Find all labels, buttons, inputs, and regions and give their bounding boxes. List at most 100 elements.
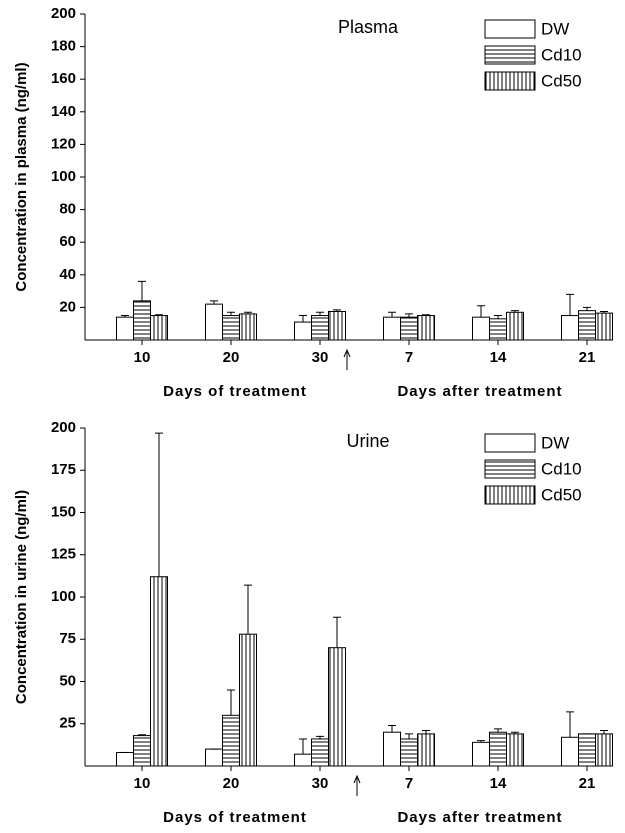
x-tick-label: 10 — [134, 775, 151, 792]
y-axis-title: Concentration in plasma (ng/ml) — [13, 62, 30, 291]
x-tick-label: 14 — [490, 775, 507, 792]
bar — [383, 731, 401, 767]
y-tick-label: 60 — [59, 233, 76, 250]
y-tick-label: 200 — [51, 5, 76, 22]
legend-swatch — [484, 433, 536, 453]
error-bar — [405, 313, 413, 318]
bar — [506, 311, 524, 341]
chart-title: Urine — [346, 431, 389, 451]
legend-label: Cd50 — [541, 71, 582, 90]
bar — [205, 748, 223, 767]
error-bar — [333, 616, 341, 648]
error-bar — [138, 280, 146, 301]
error-bar — [583, 306, 591, 311]
bar — [489, 318, 507, 341]
y-tick-label: 75 — [59, 630, 76, 647]
legend-swatch — [484, 485, 536, 505]
bar — [417, 733, 435, 767]
y-tick-label: 50 — [59, 672, 76, 689]
y-tick-label: 25 — [59, 715, 76, 732]
error-bar — [422, 314, 430, 316]
x-tick-label: 21 — [579, 775, 596, 792]
bar — [489, 731, 507, 767]
bar — [150, 576, 168, 767]
error-bar — [405, 733, 413, 739]
bar — [116, 751, 134, 767]
error-bar — [600, 730, 608, 734]
bar — [222, 714, 240, 767]
y-tick-label: 100 — [51, 588, 76, 605]
error-bar — [316, 735, 324, 739]
arrow — [343, 348, 351, 370]
x-axis-title: Days of treatment — [163, 383, 307, 400]
error-bar — [477, 740, 485, 743]
bar — [561, 736, 579, 767]
bar — [472, 741, 490, 767]
bar — [311, 315, 329, 341]
x-tick-label: 7 — [405, 349, 413, 366]
bar — [578, 310, 596, 341]
bar — [205, 303, 223, 341]
x-tick-label: 30 — [312, 349, 329, 366]
y-tick-label: 120 — [51, 135, 76, 152]
y-tick-label: 160 — [51, 70, 76, 87]
x-tick-label: 20 — [223, 349, 240, 366]
x-axis-title: Days after treatment — [397, 383, 562, 400]
error-bar — [333, 309, 341, 312]
error-bar — [494, 315, 502, 319]
legend-label: DW — [541, 19, 569, 38]
x-axis-title: Days of treatment — [163, 809, 307, 826]
y-tick-label: 200 — [51, 419, 76, 436]
x-tick-label: 21 — [579, 349, 596, 366]
error-bar — [566, 711, 574, 738]
error-bar — [227, 689, 235, 716]
legend-swatch — [484, 45, 536, 65]
arrow — [353, 774, 361, 796]
y-tick-label: 125 — [51, 546, 76, 563]
bar — [472, 316, 490, 341]
error-bar — [155, 314, 163, 316]
bar — [294, 753, 312, 767]
x-tick-label: 30 — [312, 775, 329, 792]
error-bar — [511, 731, 519, 734]
legend-label: DW — [541, 433, 569, 452]
y-tick-label: 180 — [51, 38, 76, 55]
legend-swatch — [484, 71, 536, 91]
error-bar — [494, 728, 502, 733]
error-bar — [210, 300, 218, 305]
y-tick-label: 20 — [59, 298, 76, 315]
y-tick-label: 100 — [51, 168, 76, 185]
bar — [417, 315, 435, 341]
bar — [328, 310, 346, 341]
bar — [595, 733, 613, 767]
error-bar — [155, 432, 163, 577]
bar — [133, 300, 151, 341]
bar — [116, 316, 134, 341]
legend-swatch — [484, 19, 536, 39]
error-bar — [227, 311, 235, 316]
y-tick-label: 80 — [59, 201, 76, 218]
bar — [595, 312, 613, 341]
error-bar — [138, 734, 146, 736]
legend-label: Cd10 — [541, 459, 582, 478]
bar — [578, 733, 596, 767]
error-bar — [244, 311, 252, 314]
bar — [294, 321, 312, 341]
bar — [239, 313, 257, 341]
legend-label: Cd50 — [541, 485, 582, 504]
x-tick-label: 14 — [490, 349, 507, 366]
error-bar — [511, 310, 519, 313]
y-tick-label: 140 — [51, 103, 76, 120]
x-tick-label: 20 — [223, 775, 240, 792]
bar — [311, 738, 329, 767]
bar — [328, 647, 346, 767]
bar — [506, 733, 524, 767]
bar — [400, 738, 418, 767]
bar — [222, 315, 240, 341]
error-bar — [422, 730, 430, 734]
error-bar — [477, 305, 485, 318]
error-bar — [600, 310, 608, 314]
x-tick-label: 10 — [134, 349, 151, 366]
error-bar — [299, 738, 307, 755]
